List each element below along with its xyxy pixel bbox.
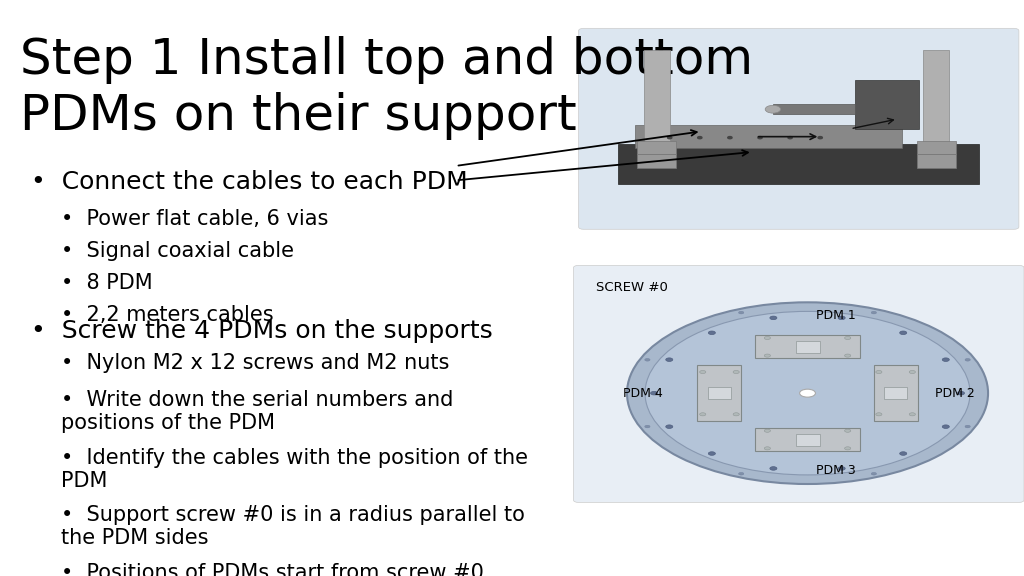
Circle shape — [845, 447, 851, 450]
Bar — [796, 434, 819, 446]
Bar — [644, 51, 670, 149]
Bar — [755, 335, 860, 358]
Circle shape — [738, 311, 743, 314]
Circle shape — [764, 336, 770, 339]
Circle shape — [839, 467, 845, 470]
Text: •  Nylon M2 x 12 screws and M2 nuts: • Nylon M2 x 12 screws and M2 nuts — [61, 353, 450, 373]
Circle shape — [666, 358, 673, 361]
Bar — [884, 388, 907, 399]
Circle shape — [697, 137, 701, 139]
Bar — [918, 141, 955, 154]
Circle shape — [818, 137, 822, 139]
Bar — [708, 388, 731, 399]
Circle shape — [839, 316, 845, 320]
Bar — [873, 365, 918, 421]
Circle shape — [770, 316, 777, 320]
Text: PDM 1: PDM 1 — [816, 309, 856, 322]
Text: Step 1 Install top and bottom
PDMs on their support: Step 1 Install top and bottom PDMs on th… — [20, 36, 754, 139]
Circle shape — [733, 370, 739, 374]
Circle shape — [909, 413, 915, 416]
Circle shape — [900, 331, 906, 335]
Text: •  Connect the cables to each PDM: • Connect the cables to each PDM — [31, 170, 468, 194]
Circle shape — [645, 425, 650, 428]
Circle shape — [770, 467, 777, 470]
Circle shape — [627, 302, 988, 484]
Bar — [773, 104, 855, 114]
Circle shape — [876, 413, 882, 416]
Circle shape — [800, 389, 815, 397]
Circle shape — [965, 425, 971, 428]
Circle shape — [957, 391, 965, 395]
Circle shape — [699, 413, 706, 416]
Circle shape — [758, 137, 762, 139]
Circle shape — [666, 425, 673, 429]
Circle shape — [709, 452, 716, 455]
Circle shape — [645, 312, 970, 475]
Circle shape — [942, 425, 949, 429]
Bar — [618, 145, 979, 184]
Circle shape — [765, 105, 780, 113]
Bar — [755, 428, 860, 451]
Text: •  Write down the serial numbers and
positions of the PDM: • Write down the serial numbers and posi… — [61, 390, 454, 433]
Bar — [635, 125, 902, 149]
Text: PDM 4: PDM 4 — [623, 386, 663, 400]
Circle shape — [764, 447, 770, 450]
Text: •  Power flat cable, 6 vias: • Power flat cable, 6 vias — [61, 209, 329, 229]
Circle shape — [909, 370, 915, 374]
Text: •  Support screw #0 is in a radius parallel to
the PDM sides: • Support screw #0 is in a radius parall… — [61, 505, 525, 548]
Circle shape — [788, 137, 793, 139]
FancyBboxPatch shape — [579, 28, 1019, 229]
Circle shape — [845, 336, 851, 339]
Text: •  Positions of PDMs start from screw #0: • Positions of PDMs start from screw #0 — [61, 563, 484, 576]
Text: PDM 3: PDM 3 — [816, 464, 856, 478]
Bar — [637, 154, 676, 168]
Text: •  Identify the cables with the position of the
PDM: • Identify the cables with the position … — [61, 448, 528, 491]
Text: •  Screw the 4 PDMs on the supports: • Screw the 4 PDMs on the supports — [31, 320, 493, 343]
Circle shape — [845, 429, 851, 432]
Circle shape — [871, 472, 877, 475]
Circle shape — [764, 354, 770, 357]
Bar — [924, 51, 949, 149]
Circle shape — [699, 370, 706, 374]
Text: SCREW #0: SCREW #0 — [596, 281, 668, 294]
Circle shape — [942, 358, 949, 361]
Circle shape — [645, 358, 650, 361]
FancyBboxPatch shape — [573, 266, 1024, 502]
Bar — [855, 80, 920, 129]
Circle shape — [650, 391, 657, 395]
Circle shape — [900, 452, 906, 455]
Circle shape — [876, 370, 882, 374]
Text: •  Signal coaxial cable: • Signal coaxial cable — [61, 241, 295, 260]
Circle shape — [668, 137, 672, 139]
Bar — [796, 341, 819, 353]
Circle shape — [764, 429, 770, 432]
Text: •  2,2 meters cables: • 2,2 meters cables — [61, 305, 274, 324]
Bar — [918, 154, 955, 168]
Circle shape — [709, 331, 716, 335]
Circle shape — [871, 311, 877, 314]
Circle shape — [733, 413, 739, 416]
Circle shape — [845, 354, 851, 357]
Text: PDM 2: PDM 2 — [935, 386, 975, 400]
Circle shape — [738, 472, 743, 475]
Text: •  8 PDM: • 8 PDM — [61, 272, 153, 293]
Circle shape — [728, 137, 732, 139]
Bar — [637, 141, 676, 154]
Bar — [697, 365, 741, 421]
Circle shape — [965, 358, 971, 361]
